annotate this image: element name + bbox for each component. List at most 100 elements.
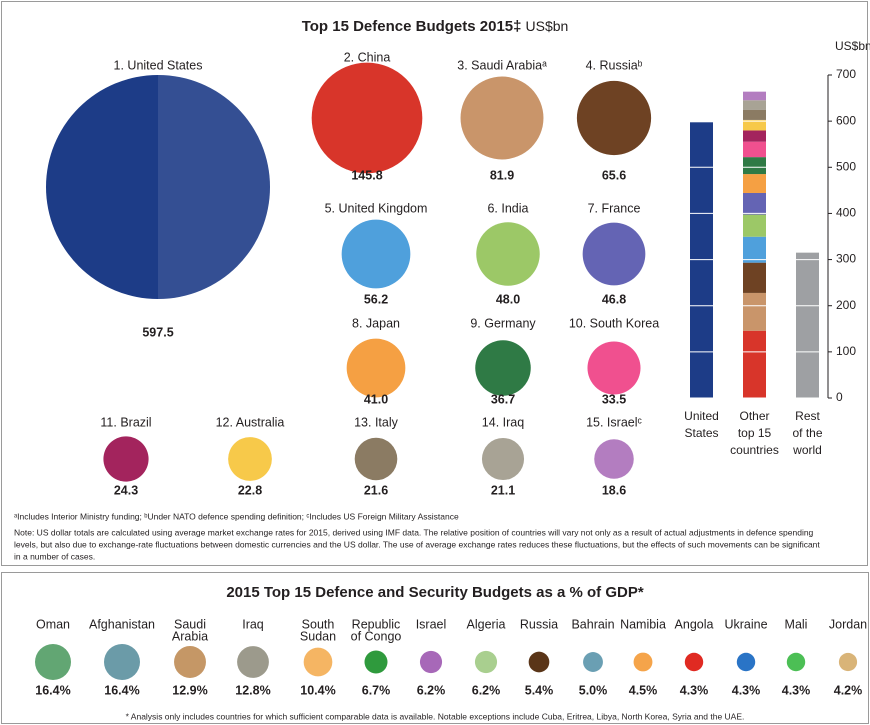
bubble [475, 340, 531, 396]
value-label: 56.2 [364, 292, 388, 306]
value-label: 46.8 [602, 292, 626, 306]
bar-segment [743, 237, 766, 263]
gdp-title: 2015 Top 15 Defence and Security Budgets… [226, 584, 644, 601]
country-label: Ukraine [724, 617, 767, 631]
bar-segment [743, 130, 766, 141]
value-label: 4.3% [680, 683, 709, 697]
bar-segment [743, 193, 766, 215]
bubble [228, 437, 272, 481]
value-label: 81.9 [490, 168, 514, 182]
value-label: 21.6 [364, 483, 388, 497]
country-label: Jordan [829, 617, 867, 631]
country-label: 2. China [344, 50, 391, 64]
bubble [342, 220, 411, 289]
value-label: 4.2% [834, 683, 863, 697]
country-label: 6. India [487, 201, 528, 215]
value-label: 6.2% [417, 683, 446, 697]
country-label: 8. Japan [352, 316, 400, 330]
value-label: 5.4% [525, 683, 554, 697]
bar-segment [743, 110, 766, 120]
country-label: 13. Italy [354, 415, 399, 429]
country-label: Arabia [172, 629, 208, 643]
value-label: 24.3 [114, 483, 138, 497]
bubble [35, 644, 71, 680]
value-label: 33.5 [602, 392, 626, 406]
bubble [839, 653, 857, 671]
bubble [364, 650, 387, 673]
country-label: Russia [520, 617, 558, 631]
bubble [312, 63, 423, 174]
bubble [347, 339, 406, 398]
bubble [577, 81, 651, 155]
x-tick-label: top 15 [738, 426, 772, 440]
bubble [476, 222, 539, 285]
y-tick-label: 0 [836, 390, 843, 404]
y-tick-label: 700 [836, 67, 856, 81]
note: levels, but also due to exchange-rate fl… [14, 539, 820, 549]
y-tick-label: 300 [836, 252, 856, 266]
country-label: Sudan [300, 629, 336, 643]
country-label: 10. South Korea [569, 316, 659, 330]
bubble [587, 341, 640, 394]
value-label: 6.7% [362, 683, 391, 697]
bar-segment [743, 331, 766, 398]
country-label: Bahrain [571, 617, 614, 631]
bar-segment [743, 92, 766, 101]
bubble [594, 439, 634, 479]
x-tick-label: of the [792, 426, 822, 440]
bubble [475, 651, 497, 673]
x-tick-label: United [684, 409, 719, 423]
country-label: 11. Brazil [100, 415, 151, 429]
bar-segment [743, 157, 766, 174]
country-label: Algeria [467, 617, 506, 631]
chart-title: Top 15 Defence Budgets 2015‡US$bn [302, 18, 569, 35]
bubble [583, 652, 603, 672]
country-label: 4. Russiaᵇ [586, 58, 643, 72]
country-label: of Congo [351, 629, 402, 643]
bubble-shade [158, 75, 270, 299]
y-tick-label: 500 [836, 159, 856, 173]
value-label: 48.0 [496, 292, 520, 306]
country-label: 12. Australia [216, 415, 285, 429]
gdp-footnote: * Analysis only includes countries for w… [126, 711, 745, 721]
title-text: Top 15 Defence Budgets 2015‡ [302, 18, 522, 35]
bar-segment [743, 215, 766, 237]
country-label: Namibia [620, 617, 666, 631]
country-label: 3. Saudi Arabiaᵃ [457, 58, 547, 72]
bubble [737, 653, 755, 671]
x-tick-label: Other [739, 409, 769, 423]
y-tick-label: 400 [836, 206, 856, 220]
value-label: 12.9% [172, 683, 207, 697]
bubble [685, 653, 703, 671]
x-tick-label: States [684, 426, 718, 440]
value-label: 145.8 [351, 168, 382, 182]
bubble [103, 436, 148, 481]
country-label: Mali [785, 617, 808, 631]
title-unit: US$bn [526, 18, 569, 34]
bubble [482, 438, 524, 480]
value-label: 6.2% [472, 683, 501, 697]
infographic: Top 15 Defence Budgets 2015‡US$bn 2015 T… [0, 0, 870, 725]
value-label: 41.0 [364, 392, 388, 406]
value-label: 16.4% [104, 683, 139, 697]
y-tick-label: 600 [836, 113, 856, 127]
bubble [583, 223, 646, 286]
country-label: Afghanistan [89, 617, 155, 631]
note: in a number of cases. [14, 551, 95, 561]
note: ᵃIncludes Interior Ministry funding; ᵇUn… [14, 511, 459, 521]
bar [796, 253, 819, 398]
bar-segment [743, 100, 766, 110]
value-label: 597.5 [142, 325, 173, 339]
bar-segment [743, 263, 766, 293]
x-tick-label: world [792, 443, 822, 457]
bubble [634, 653, 653, 672]
bubble [420, 651, 442, 673]
page: {"chart_data": [ {"type": "bubble", "tit… [0, 0, 870, 725]
bar-segment [743, 293, 766, 331]
bubble [355, 438, 398, 481]
y-tick-label: 200 [836, 298, 856, 312]
bubble [237, 646, 269, 678]
bubble [104, 644, 140, 680]
country-label: 9. Germany [470, 316, 536, 330]
value-label: 21.1 [491, 483, 515, 497]
